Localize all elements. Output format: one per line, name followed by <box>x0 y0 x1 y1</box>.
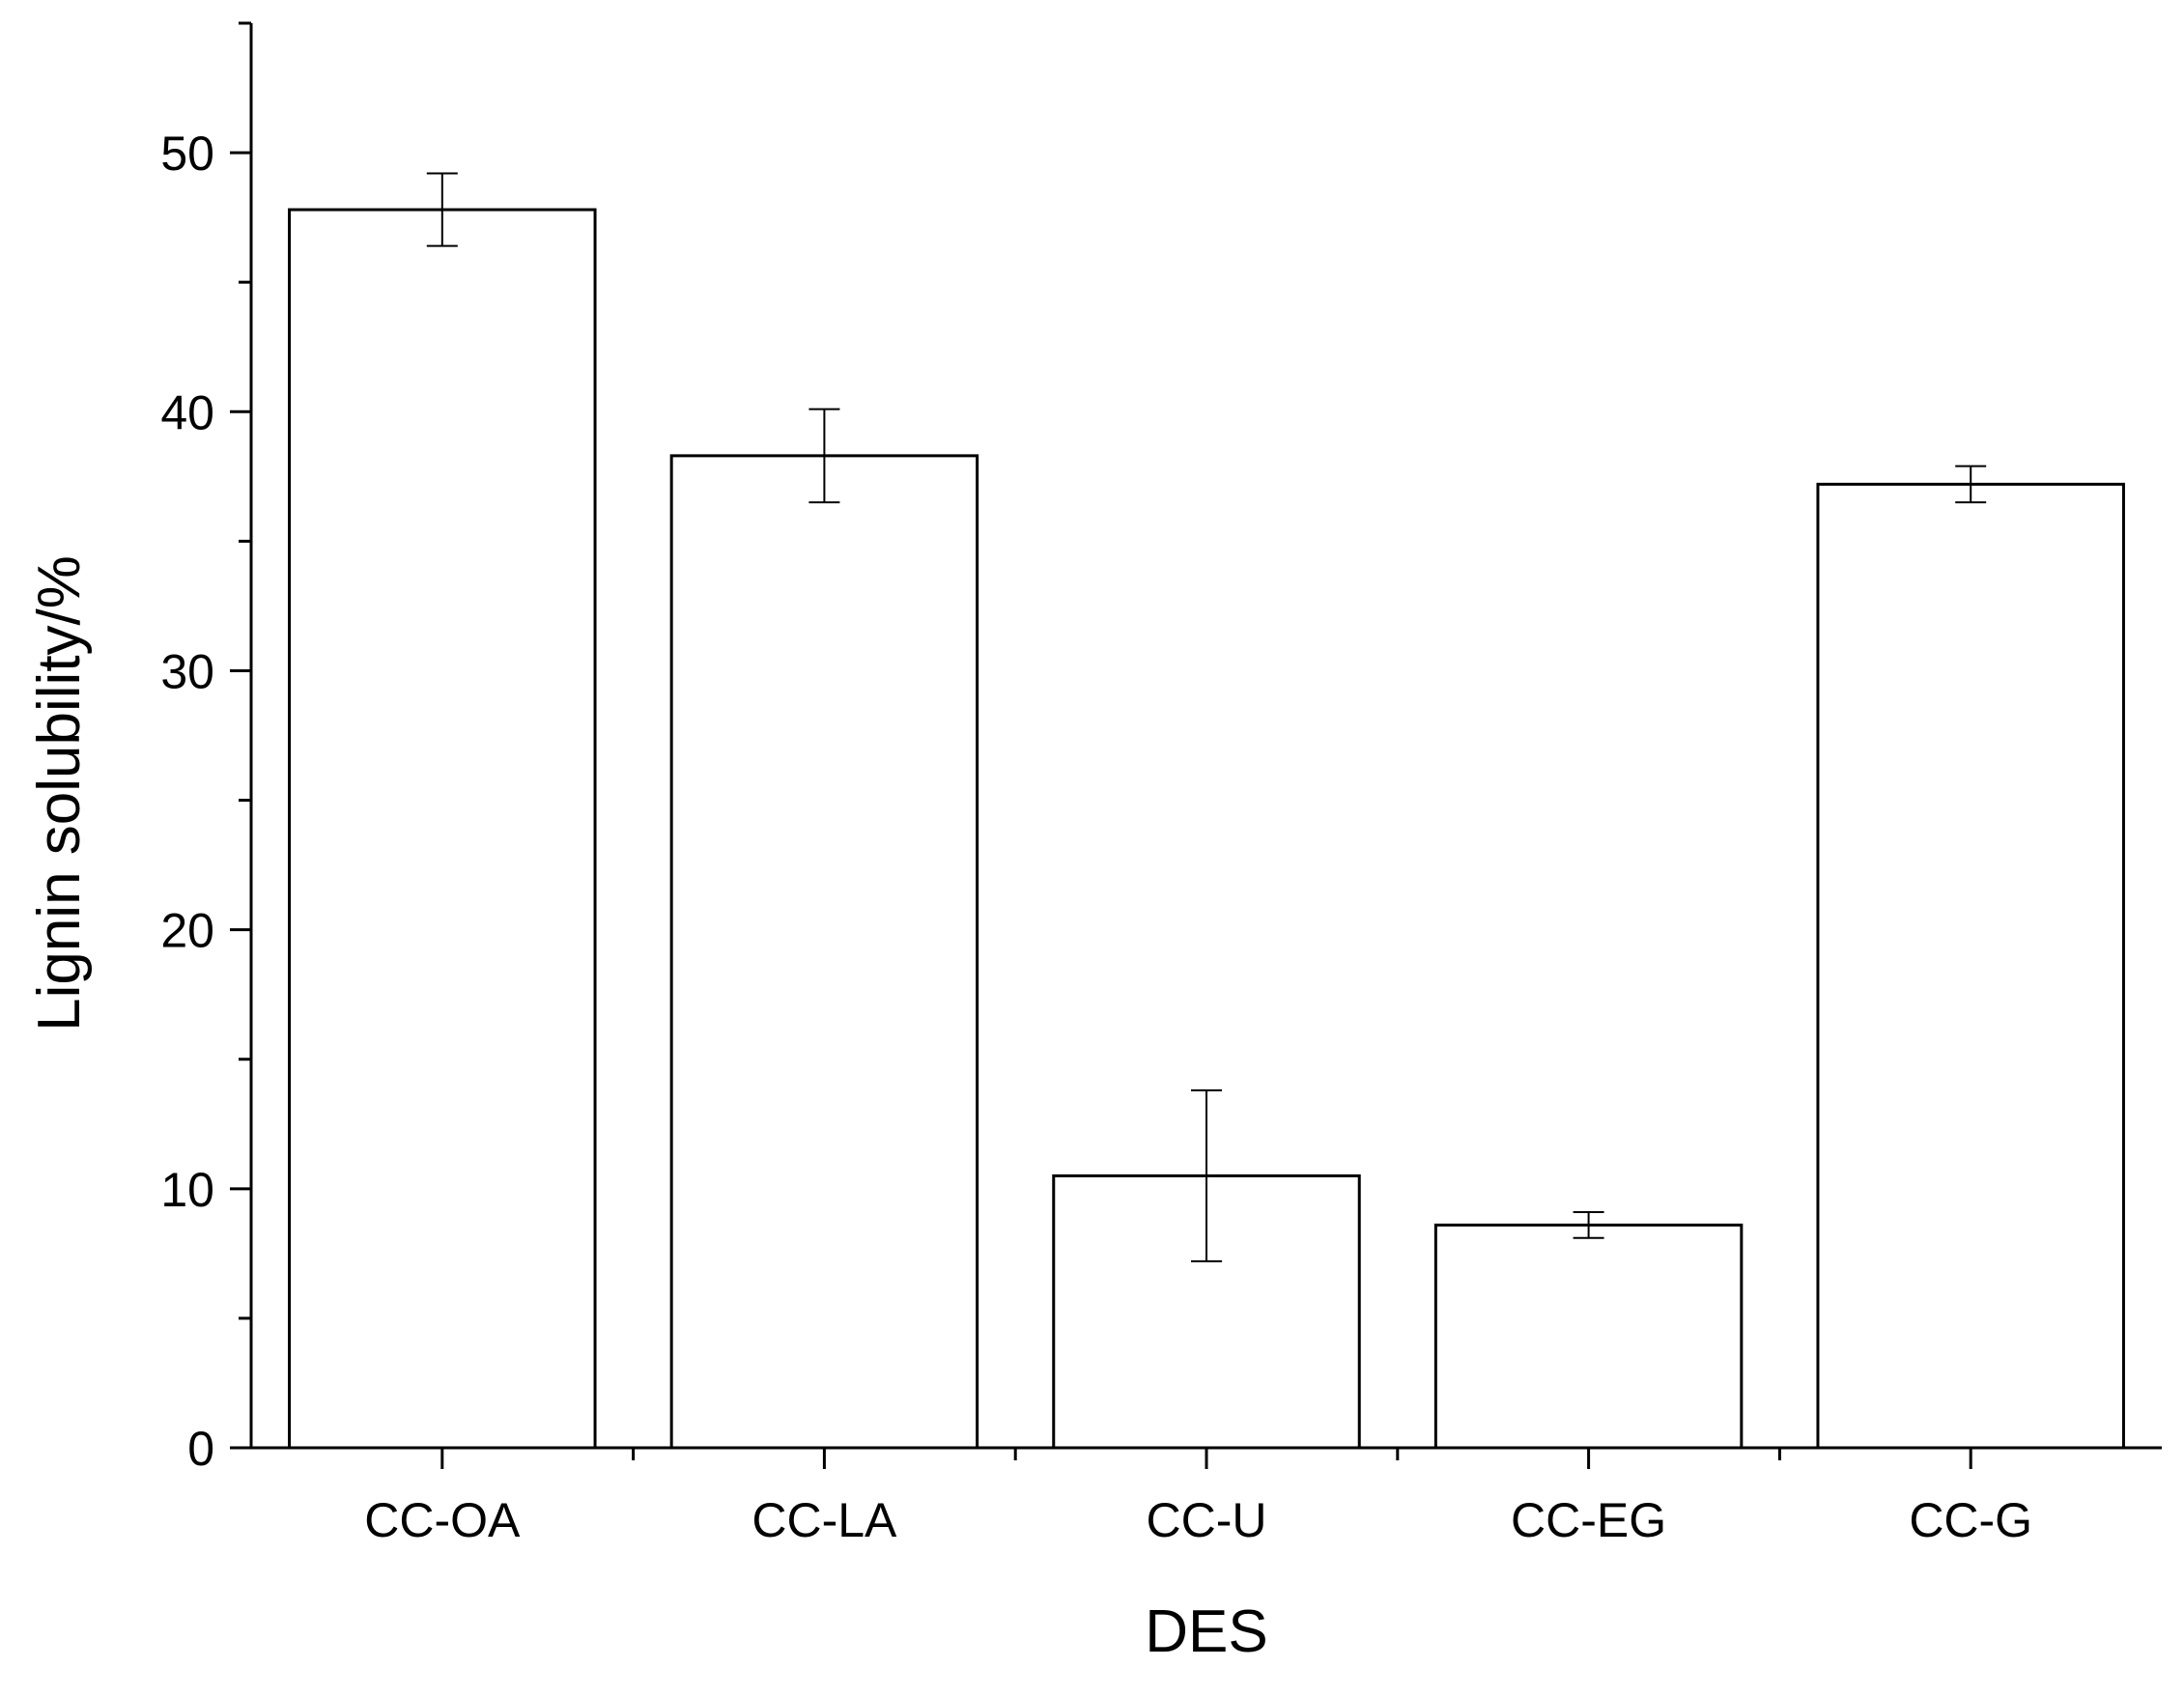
error-bars-layer <box>426 172 1987 1262</box>
x-tick-label-cc-u: CC-U <box>1147 1493 1267 1547</box>
y-tick-label: 10 <box>160 1163 214 1217</box>
y-ticks-layer: 0 10 20 30 40 50 <box>160 21 251 1476</box>
error-bar-cc-u <box>1191 1088 1222 1262</box>
y-tick-label: 0 <box>187 1422 214 1476</box>
bar-cc-g <box>1816 482 2125 1450</box>
y-tick-label: 20 <box>160 904 214 958</box>
bar-cc-oa <box>288 208 597 1450</box>
error-bar-cc-oa <box>426 172 458 247</box>
bar-cc-eg <box>1433 1223 1744 1450</box>
y-tick-label: 30 <box>160 644 214 698</box>
x-tick-label-cc-oa: CC-OA <box>364 1493 521 1547</box>
x-axis-title: DES <box>1145 1598 1267 1665</box>
x-ticks-layer: CC-OA CC-LA CC-U CC-EG CC-G <box>364 1448 2032 1547</box>
x-tick-label-cc-eg: CC-EG <box>1511 1493 1666 1547</box>
x-tick-label-cc-la: CC-LA <box>752 1493 897 1547</box>
error-bar-cc-eg <box>1573 1210 1604 1239</box>
error-bar-cc-g <box>1955 465 1987 504</box>
bar-cc-la <box>669 454 979 1450</box>
y-tick-label: 40 <box>160 385 214 439</box>
y-tick-label: 50 <box>160 127 214 181</box>
y-axis-title: Lignin solubility/% <box>26 555 93 1032</box>
error-bar-cc-la <box>808 408 840 504</box>
x-tick-label-cc-g: CC-G <box>1909 1493 2032 1547</box>
bars-layer <box>288 208 2125 1450</box>
